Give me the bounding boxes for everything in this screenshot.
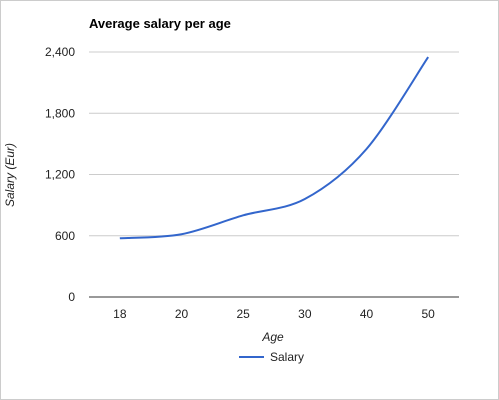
- y-tick-label: 1,800: [45, 106, 75, 120]
- x-tick-label: 30: [298, 307, 312, 321]
- x-tick-label: 18: [113, 307, 127, 321]
- legend-label-salary: Salary: [270, 350, 304, 364]
- x-tick-label: 40: [360, 307, 374, 321]
- y-axis-title: Salary (Eur): [3, 143, 17, 207]
- y-axis-ticks: 0 600 1,200 1,800 2,400: [45, 45, 75, 304]
- gridlines: [89, 51, 459, 237]
- y-tick-label: 600: [55, 229, 75, 243]
- x-tick-label: 20: [175, 307, 189, 321]
- x-tick-label: 25: [236, 307, 250, 321]
- x-axis-title: Age: [261, 330, 284, 344]
- y-tick-label: 2,400: [45, 45, 75, 59]
- chart-title: Average salary per age: [89, 16, 231, 31]
- y-tick-label: 1,200: [45, 168, 75, 182]
- y-tick-label: 0: [68, 290, 75, 304]
- x-tick-label: 50: [421, 307, 435, 321]
- x-axis-ticks: 18 20 25 30 40 50: [113, 307, 435, 321]
- legend[interactable]: Salary: [239, 350, 304, 364]
- series-line-salary[interactable]: [119, 56, 429, 240]
